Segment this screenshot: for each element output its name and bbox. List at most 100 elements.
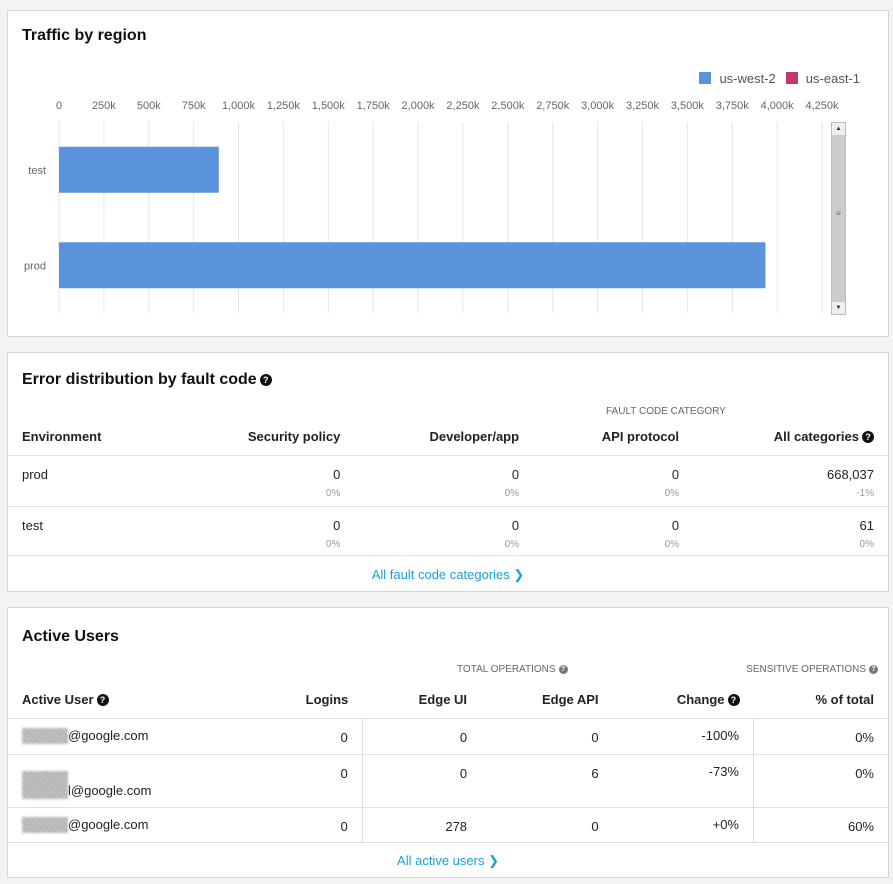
x-tick-label: 3,750k <box>716 100 750 112</box>
all-fault-codes-link[interactable]: All fault code categories ❯ <box>8 555 888 592</box>
col-developer-app: Developer/app <box>429 428 520 444</box>
col-active-user: Active User? <box>8 681 253 718</box>
col-edge-ui: Edge UI <box>418 691 468 707</box>
users-title: Active Users <box>22 628 119 645</box>
value: 0 <box>671 517 680 533</box>
value: 0 <box>671 466 680 482</box>
percent: 0% <box>504 538 520 550</box>
col-edge-api: Edge API <box>541 691 599 707</box>
users-card: Active Users TOTAL OPERATIONS? SENSITIVE… <box>7 607 889 878</box>
value: 0 <box>511 466 520 482</box>
col-logins: Logins <box>305 691 349 707</box>
legend-us-east-1[interactable]: us-east-1 <box>785 71 860 86</box>
table-row: prod 0 0% 0 0% 0 0% 668,037 -1% <box>8 454 888 506</box>
table-row: @google.com 0 278 0 +0% 60% <box>8 806 888 843</box>
y-category-label: test <box>28 165 46 177</box>
pct-total: 60% <box>753 806 888 843</box>
col-all-categories: All categories? <box>693 418 888 455</box>
table-header: Environment Security policy Developer/ap… <box>8 418 888 455</box>
scroll-down-icon[interactable]: ▼ <box>832 302 845 314</box>
traffic-card: Traffic by region us-west-2 us-east-1 0 2… <box>7 10 889 337</box>
pct-total: 0% <box>753 717 888 754</box>
x-tick-label: 250k <box>92 100 116 112</box>
edge-ui: 0 <box>361 717 482 754</box>
x-tick-label: 1,750k <box>357 100 391 112</box>
table-row: @google.com 0 0 0 -100% 0% <box>8 717 888 754</box>
x-tick-label: 2,000k <box>402 100 436 112</box>
edge-api: 0 <box>481 806 613 843</box>
env-cell: prod <box>8 454 172 506</box>
total-ops-header: TOTAL OPERATIONS? <box>457 664 568 675</box>
user-cell: @google.com <box>8 806 253 843</box>
scroll-up-icon[interactable]: ▲ <box>832 123 845 135</box>
percent: 0% <box>325 538 341 550</box>
x-tick-label: 500k <box>137 100 161 112</box>
table-header: Active User? Logins Edge UI Edge API Cha… <box>8 681 888 718</box>
errors-card: Error distribution by fault code? FAULT … <box>7 352 889 592</box>
user-cell: l@google.com <box>8 753 253 807</box>
redacted-username <box>22 770 68 799</box>
col-api-protocol: API protocol <box>601 428 680 444</box>
redacted-username <box>22 817 68 834</box>
percent: 0% <box>325 487 341 499</box>
value: 0 <box>511 517 520 533</box>
x-tick-label: 3,250k <box>626 100 660 112</box>
legend-us-west-2[interactable]: us-west-2 <box>699 71 776 86</box>
col-environment: Environment <box>22 428 102 444</box>
pct-total: 0% <box>753 753 888 807</box>
x-tick-label: 4,000k <box>761 100 795 112</box>
change: -100% <box>612 717 754 754</box>
traffic-title: Traffic by region <box>22 27 147 44</box>
bar-prod <box>59 242 766 289</box>
value: 0 <box>333 517 341 533</box>
x-tick-label: 3,500k <box>671 100 705 112</box>
help-icon[interactable]: ? <box>259 373 272 386</box>
edge-ui: 278 <box>361 806 482 843</box>
value: 61 <box>859 517 874 533</box>
percent: 0% <box>664 538 680 550</box>
help-icon[interactable]: ? <box>727 694 740 707</box>
errors-title: Error distribution by fault code? <box>22 371 272 389</box>
x-tick-label: 4,250k <box>805 100 839 112</box>
logins: 0 <box>252 753 363 807</box>
edge-api: 0 <box>481 717 613 754</box>
percent: 0% <box>504 487 520 499</box>
percent: 0% <box>664 487 680 499</box>
x-tick-label: 1,000k <box>222 100 256 112</box>
change: -73% <box>612 753 754 807</box>
percent: -1% <box>856 487 874 499</box>
help-icon[interactable]: ? <box>862 431 874 444</box>
col-change: Change? <box>613 681 754 718</box>
traffic-chart: 0 250k 500k 750k 1,000k 1,250k 1,500k 1,750k 2,0… <box>24 100 839 313</box>
col-pct-total: % of total <box>815 691 875 707</box>
percent: 0% <box>859 538 874 550</box>
value: 0 <box>333 466 341 482</box>
x-tick-label: 3,000k <box>581 100 615 112</box>
x-tick-label: 0 <box>56 100 62 112</box>
edge-ui: 0 <box>361 753 482 807</box>
logins: 0 <box>252 806 363 843</box>
help-icon[interactable]: ? <box>96 694 109 707</box>
x-tick-label: 750k <box>182 100 206 112</box>
help-icon[interactable]: ? <box>558 664 568 674</box>
sensitive-ops-header: SENSITIVE OPERATIONS? <box>746 664 878 675</box>
table-row: l@google.com 0 0 6 -73% 0% <box>8 753 888 807</box>
x-tick-label: 1,500k <box>312 100 346 112</box>
x-tick-label: 2,750k <box>536 100 570 112</box>
env-cell: test <box>8 505 172 557</box>
col-security-policy: Security policy <box>247 428 341 444</box>
scroll-grip-icon[interactable]: ≡ <box>836 209 841 218</box>
logins: 0 <box>252 717 363 754</box>
y-category-label: prod <box>24 260 46 272</box>
help-icon[interactable]: ? <box>869 664 878 674</box>
x-tick-label: 2,250k <box>446 100 480 112</box>
x-tick-label: 1,250k <box>267 100 301 112</box>
chart-scrollbar[interactable]: ▲ ≡ ▼ <box>831 122 846 315</box>
fault-category-header: FAULT CODE CATEGORY <box>606 406 726 417</box>
table-row: test 0 0% 0 0% 0 0% 61 0% <box>8 505 888 557</box>
value: 668,037 <box>827 466 874 482</box>
redacted-username <box>22 728 68 745</box>
chart-legend: us-west-2 us-east-1 <box>699 71 860 86</box>
edge-api: 6 <box>481 753 613 807</box>
all-active-users-link[interactable]: All active users ❯ <box>8 842 888 878</box>
